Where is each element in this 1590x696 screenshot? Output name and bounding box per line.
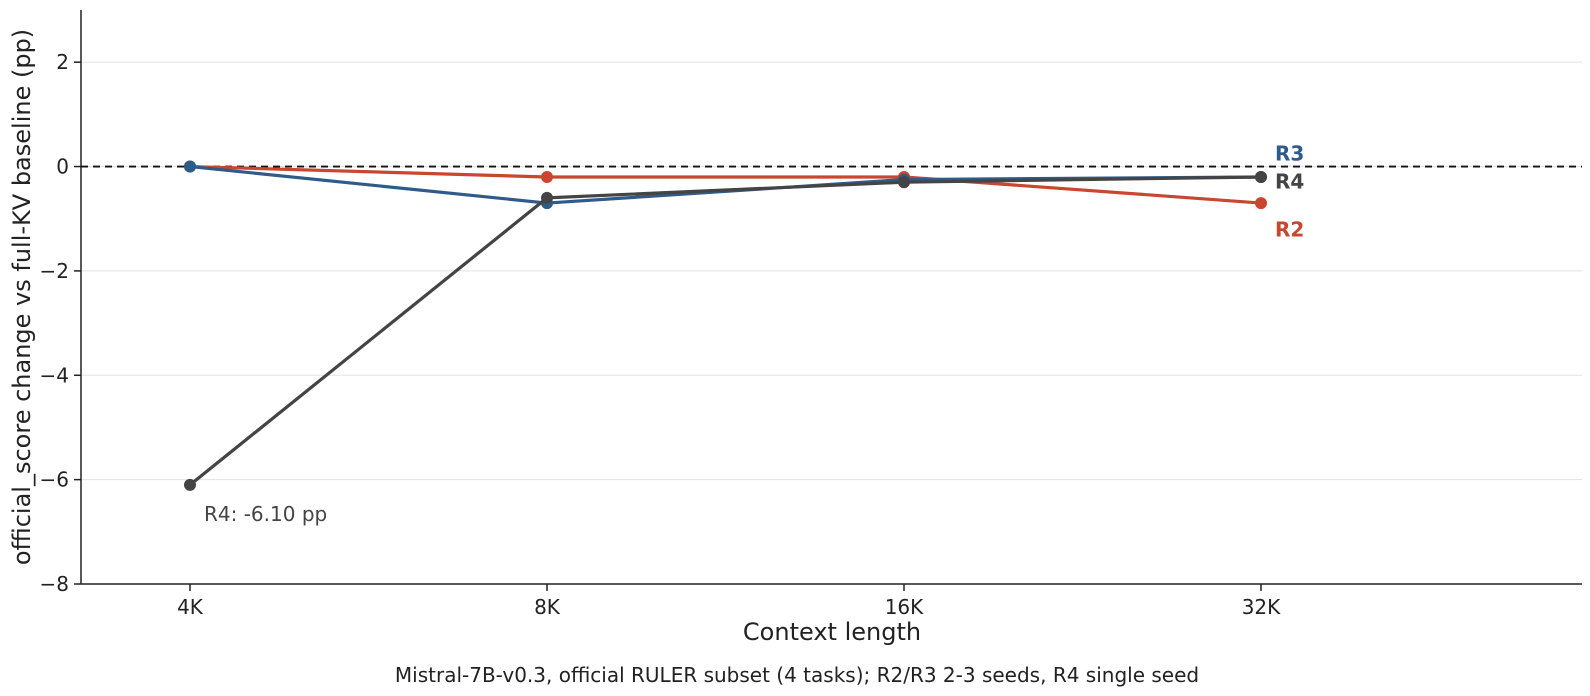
series-label-r2: R2 <box>1275 218 1304 242</box>
series-label-r3: R3 <box>1275 141 1304 165</box>
series-group <box>184 160 1267 491</box>
tick-labels: −8 −6 −4 −2 0 2 4K 8K 16K 32K <box>40 50 1282 619</box>
y-tick-label: −6 <box>40 468 69 492</box>
chart-caption: Mistral-7B-v0.3, official RULER subset (… <box>395 663 1199 687</box>
data-point-r4 <box>898 176 910 189</box>
series-line-r4 <box>188 175 1262 487</box>
grid-lines <box>81 61 1582 481</box>
annotation-label: R4: -6.10 pp <box>204 502 327 526</box>
data-point-r4 <box>184 478 196 491</box>
data-point-r2 <box>541 170 553 183</box>
series-label-r4: R4 <box>1275 169 1304 193</box>
x-tick-label: 8K <box>534 595 561 619</box>
y-tick-label: −2 <box>40 259 69 283</box>
data-point-r4 <box>541 191 553 204</box>
series-r4 <box>184 170 1267 491</box>
axes <box>74 10 1582 591</box>
series-r3 <box>184 160 1267 210</box>
y-tick-label: −4 <box>40 363 69 387</box>
series-labels: R2 R3 R4 <box>1275 141 1304 241</box>
series-line-r2 <box>189 164 1262 205</box>
data-point-r4 <box>1255 170 1267 183</box>
x-tick-label: 32K <box>1242 595 1281 619</box>
series-r2 <box>184 160 1267 210</box>
annotations: R4: -6.10 pp <box>204 502 327 526</box>
x-tick-label: 16K <box>885 595 924 619</box>
y-tick-label: 2 <box>56 50 69 74</box>
y-axis-title: official_score change vs full-KV baselin… <box>8 29 36 565</box>
y-tick-label: −8 <box>40 572 69 596</box>
data-point-r2 <box>1255 197 1267 210</box>
data-point-r3 <box>184 160 196 173</box>
x-tick-label: 4K <box>177 595 204 619</box>
y-tick-label: 0 <box>56 155 69 179</box>
x-axis-title: Context length <box>743 618 921 646</box>
